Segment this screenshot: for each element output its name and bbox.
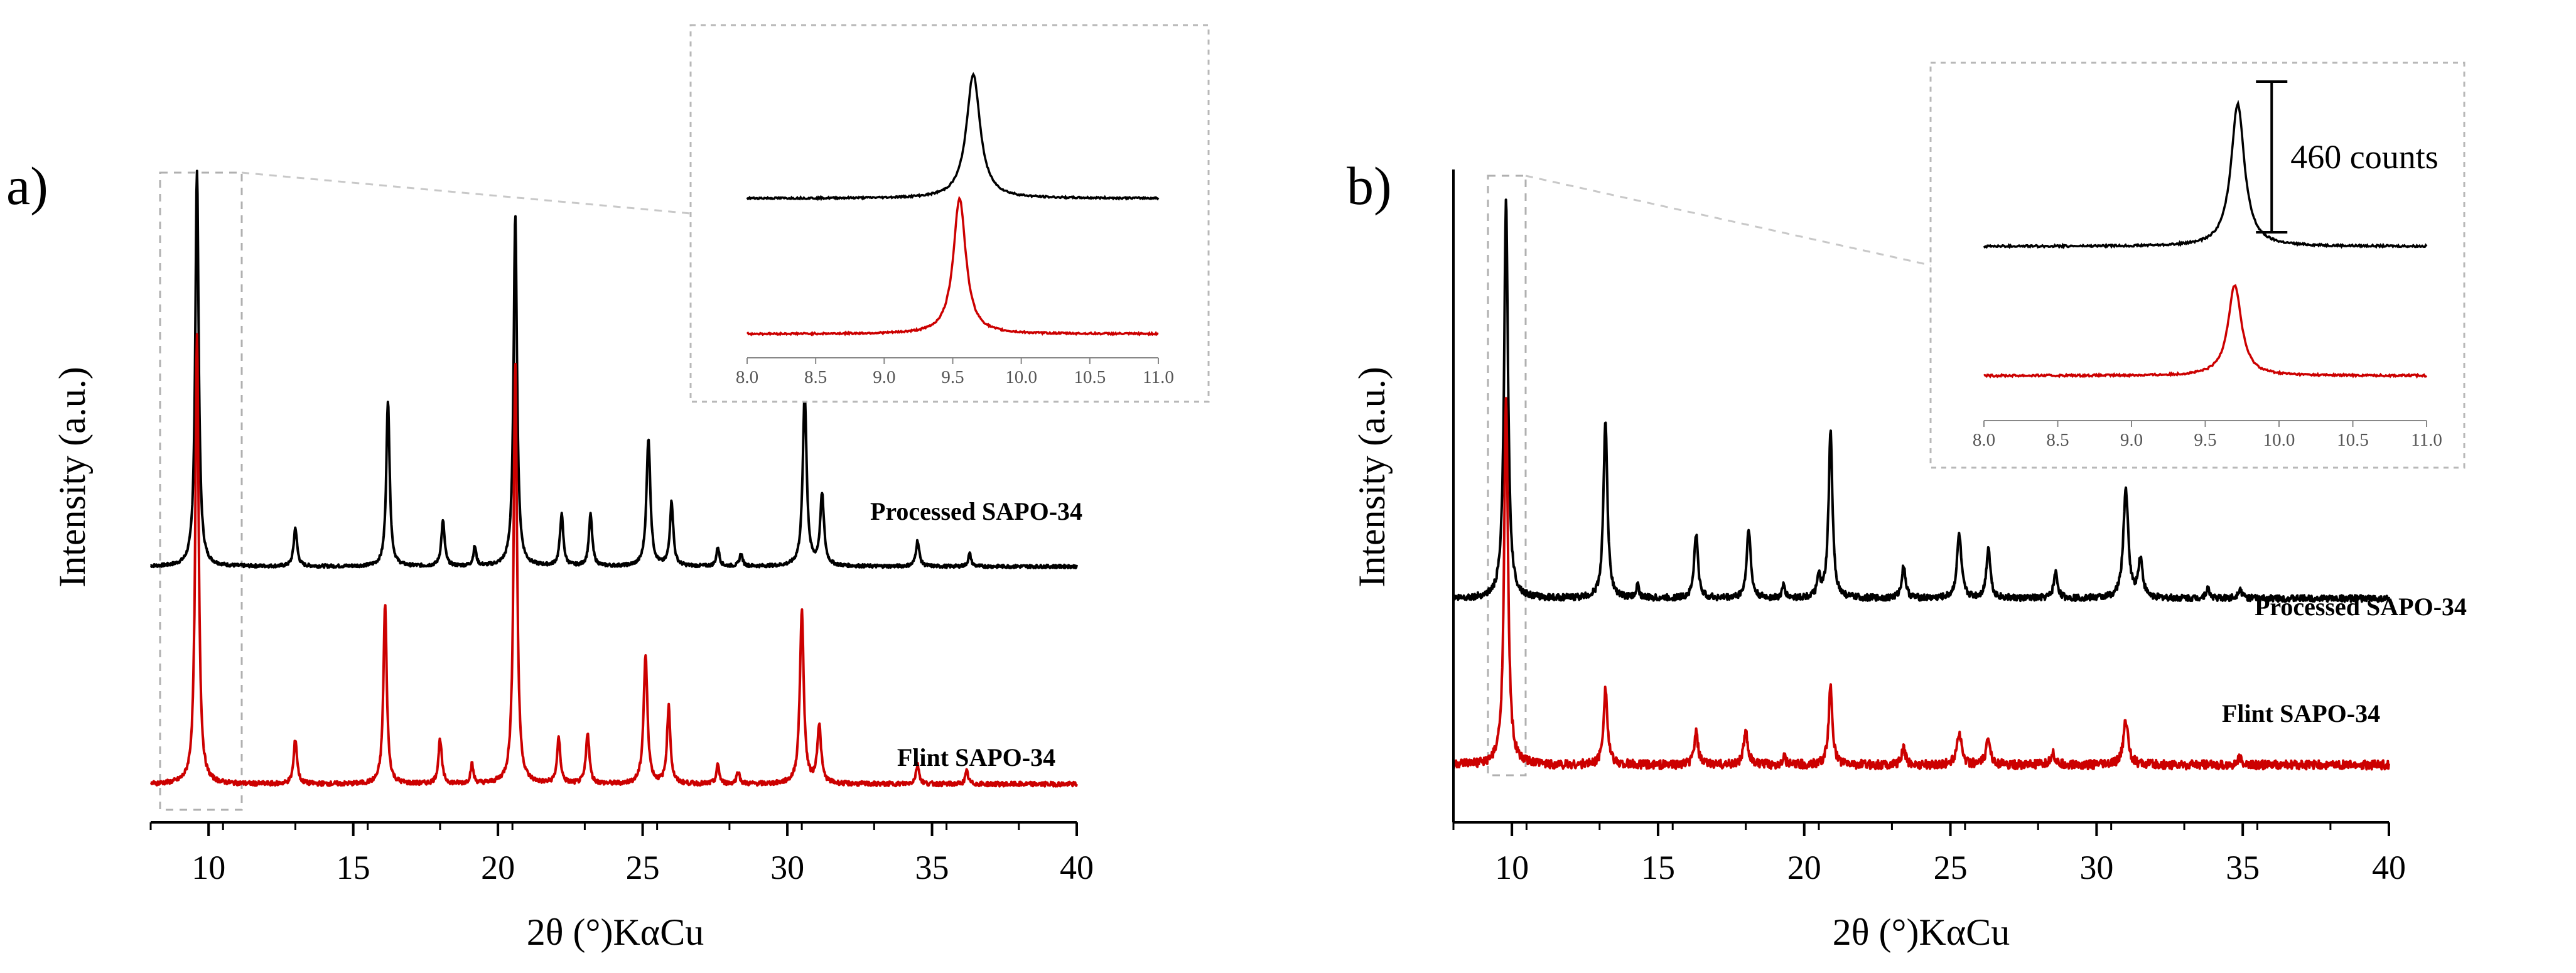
- x-tick-label: 10: [1495, 849, 1529, 886]
- inset-x-tick-label: 9.0: [873, 367, 895, 387]
- inset-x-tick-label: 10.0: [2263, 430, 2295, 450]
- series-line-flint: [1452, 397, 2390, 771]
- x-tick-label: 15: [1641, 849, 1675, 886]
- inset-frame: [689, 24, 1210, 403]
- inset-x-tick-label: 9.5: [2194, 430, 2216, 450]
- x-tick-label: 35: [915, 849, 949, 886]
- x-tick-label: 35: [2226, 849, 2260, 886]
- x-tick-label: 25: [1934, 849, 1968, 886]
- inset-series-line-processed: [1983, 99, 2428, 250]
- y-axis-title: Intensity (a.u.): [51, 367, 93, 588]
- series-label-flint: Flint SAPO-34: [2222, 699, 2380, 728]
- inset-x-tick-label: 8.0: [1973, 430, 1995, 450]
- inset-series-line-processed: [746, 72, 1160, 202]
- x-tick-label: 20: [481, 849, 515, 886]
- zoom-connector-line: [241, 171, 691, 215]
- inset-x-tick-label: 9.0: [2120, 430, 2143, 450]
- x-tick-label: 25: [626, 849, 660, 886]
- scale-bar-label: 460 counts: [2290, 138, 2439, 176]
- x-tick-label: 15: [337, 849, 370, 886]
- x-tick-label: 40: [2372, 849, 2406, 886]
- panel-label: b): [1347, 156, 1392, 216]
- inset-plot: 8.0 8.5 9.0 9.5 10.0 10.5 11.0 460 counts: [1525, 62, 2466, 469]
- x-tick-label: 30: [2079, 849, 2113, 886]
- inset-plot: 8.0 8.5 9.0 9.5 10.0 10.5 11.0: [241, 24, 1210, 403]
- x-axis-title: 2θ (°)KαCu: [527, 911, 704, 953]
- inset-series-line-flint: [746, 195, 1159, 336]
- zoom-region-box: [159, 171, 243, 811]
- x-tick-label: 40: [1060, 849, 1094, 886]
- series-line-flint: [149, 333, 1078, 788]
- y-axis-title: Intensity (a.u.): [1351, 367, 1393, 588]
- x-axis-title: 2θ (°)KαCu: [1833, 911, 2010, 953]
- inset-x-tick-label: 9.5: [941, 367, 964, 387]
- x-tick-label: 10: [191, 849, 225, 886]
- series-label-processed: Processed SAPO-34: [870, 497, 1082, 525]
- x-tick-label: 30: [770, 849, 804, 886]
- panel-label: a): [6, 156, 48, 216]
- series-label-processed: Processed SAPO-34: [2255, 593, 2467, 621]
- inset-series-line-flint: [1983, 284, 2428, 379]
- inset-frame: [1929, 62, 2466, 469]
- series-line-processed: [1452, 198, 2390, 603]
- panel-b: b) Processed SAPO-34 Flint SAPO-34 10 15 20 25…: [1347, 62, 2467, 953]
- x-tick-label: 20: [1787, 849, 1821, 886]
- inset-x-tick-label: 11.0: [1143, 367, 1174, 387]
- inset-x-tick-label: 10.0: [1005, 367, 1037, 387]
- panel-a: a) Processed SAPO-34 Flint SAPO-34 10 15 20 25…: [6, 24, 1210, 953]
- series-line-processed: [149, 169, 1078, 569]
- inset-x-tick-label: 8.5: [2046, 430, 2069, 450]
- inset-x-tick-label: 8.5: [804, 367, 827, 387]
- zoom-region-box: [1487, 175, 1527, 777]
- inset-x-tick-label: 11.0: [2411, 430, 2442, 450]
- inset-x-tick-label: 10.5: [1074, 367, 1106, 387]
- inset-x-tick-label: 8.0: [736, 367, 758, 387]
- zoom-connector-line: [1525, 175, 1931, 266]
- series-label-flint: Flint SAPO-34: [897, 743, 1055, 771]
- inset-x-tick-label: 10.5: [2337, 430, 2369, 450]
